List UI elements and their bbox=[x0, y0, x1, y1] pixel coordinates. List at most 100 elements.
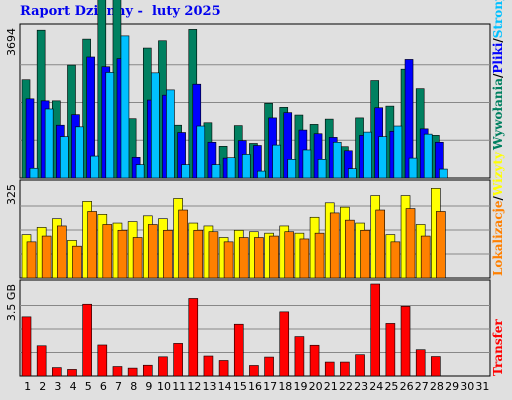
bar-transfer-transfer-day-5 bbox=[82, 303, 92, 377]
x-tick-label-day-1: 1 bbox=[24, 380, 31, 393]
bar-visits-strony-day-26 bbox=[408, 157, 418, 179]
bar-locations-lokalizacje-day-15 bbox=[238, 237, 249, 279]
legend-entry-visits-2: Pliki bbox=[491, 42, 505, 73]
x-tick-label-day-18: 18 bbox=[278, 380, 292, 393]
legend-entry-transfer-0: Transfer bbox=[491, 319, 505, 376]
bar-transfer-transfer-day-25 bbox=[385, 323, 396, 377]
bar-visits-strony-day-2 bbox=[44, 108, 54, 179]
x-tick-label-day-8: 8 bbox=[130, 380, 137, 393]
bar-visits-strony-day-15 bbox=[241, 154, 251, 179]
bar-locations-lokalizacje-day-10 bbox=[163, 229, 173, 279]
bar-visits-strony-day-17 bbox=[272, 144, 281, 179]
bar-transfer-transfer-day-28 bbox=[431, 356, 441, 377]
x-tick-label-day-24: 24 bbox=[369, 380, 383, 393]
y-max-label-visits: 3694 bbox=[5, 28, 18, 56]
bar-locations-lokalizacje-day-12 bbox=[193, 229, 204, 279]
x-tick-label-day-7: 7 bbox=[115, 380, 122, 393]
bar-locations-lokalizacje-day-20 bbox=[314, 232, 325, 279]
x-tick-label-day-11: 11 bbox=[172, 380, 186, 393]
bar-visits-strony-day-19 bbox=[302, 149, 312, 179]
x-tick-label-day-14: 14 bbox=[218, 380, 232, 393]
bar-locations-lokalizacje-day-28 bbox=[436, 211, 446, 279]
legend-entry-locations-1: / bbox=[491, 195, 505, 200]
bar-visits-strony-day-5 bbox=[90, 155, 99, 179]
x-tick-label-day-23: 23 bbox=[354, 380, 368, 393]
x-tick-label-day-2: 2 bbox=[39, 380, 46, 393]
bar-locations-lokalizacje-day-23 bbox=[360, 229, 370, 279]
bar-transfer-transfer-day-11 bbox=[173, 343, 183, 377]
x-tick-label-day-19: 19 bbox=[293, 380, 307, 393]
bar-transfer-transfer-day-13 bbox=[203, 355, 214, 377]
legend-locations: Lokalizacje/Wizyty bbox=[491, 151, 505, 276]
bar-visits-strony-day-27 bbox=[423, 133, 433, 179]
bar-locations-lokalizacje-day-22 bbox=[345, 219, 355, 279]
bar-locations-lokalizacje-day-6 bbox=[102, 224, 113, 279]
bar-transfer-transfer-day-3 bbox=[52, 367, 62, 377]
bar-transfer-transfer-day-12 bbox=[188, 298, 199, 377]
bar-transfer-transfer-day-1 bbox=[21, 316, 32, 377]
x-tick-label-day-26: 26 bbox=[400, 380, 414, 393]
bar-transfer-transfer-day-8 bbox=[127, 367, 138, 377]
bar-visits-strony-day-12 bbox=[196, 125, 206, 179]
x-tick-label-day-3: 3 bbox=[54, 380, 61, 393]
bar-transfer-transfer-day-24 bbox=[370, 283, 381, 377]
bar-locations-lokalizacje-day-18 bbox=[284, 231, 295, 279]
x-tick-label-day-20: 20 bbox=[309, 380, 323, 393]
bar-locations-lokalizacje-day-21 bbox=[329, 212, 340, 279]
bar-visits-strony-day-9 bbox=[150, 72, 160, 179]
x-tick-label-day-30: 30 bbox=[460, 380, 474, 393]
bar-locations-lokalizacje-day-13 bbox=[208, 231, 219, 279]
y-max-label-locations: 325 bbox=[5, 184, 18, 205]
bar-locations-lokalizacje-day-9 bbox=[147, 224, 158, 279]
x-tick-label-day-28: 28 bbox=[430, 380, 444, 393]
bar-visits-strony-day-18 bbox=[287, 159, 297, 179]
bar-visits-strony-day-23 bbox=[363, 131, 372, 179]
y-max-label-transfer: 3.5 GB bbox=[5, 284, 18, 321]
bar-locations-lokalizacje-day-4 bbox=[72, 245, 82, 279]
bar-locations-lokalizacje-day-1 bbox=[26, 241, 37, 279]
bar-transfer-transfer-day-14 bbox=[218, 360, 229, 377]
bar-locations-lokalizacje-day-14 bbox=[223, 241, 234, 279]
bar-visits-strony-day-8 bbox=[135, 164, 145, 179]
legend-visits: Wywołania/Pliki/Strony bbox=[491, 0, 505, 151]
bar-visits-strony-day-10 bbox=[166, 89, 175, 179]
bar-visits-pliki-day-1 bbox=[25, 98, 35, 179]
bar-transfer-transfer-day-17 bbox=[264, 356, 274, 377]
legend-entry-visits-0: Wywołania bbox=[491, 78, 505, 151]
x-tick-label-day-5: 5 bbox=[85, 380, 92, 393]
x-tick-label-day-25: 25 bbox=[384, 380, 398, 393]
bar-visits-strony-day-14 bbox=[226, 157, 236, 179]
legend-entry-visits-3: / bbox=[491, 38, 505, 43]
x-tick-label-day-4: 4 bbox=[70, 380, 77, 393]
bar-transfer-transfer-day-16 bbox=[249, 365, 259, 377]
x-tick-label-day-10: 10 bbox=[157, 380, 171, 393]
bar-transfer-transfer-day-20 bbox=[309, 344, 320, 377]
bar-transfer-transfer-day-4 bbox=[67, 369, 77, 377]
bar-visits-strony-day-16 bbox=[257, 170, 266, 179]
x-tick-label-day-29: 29 bbox=[445, 380, 459, 393]
bar-transfer-transfer-day-15 bbox=[233, 323, 244, 377]
bar-transfer-transfer-day-27 bbox=[415, 349, 426, 377]
x-tick-label-day-22: 22 bbox=[339, 380, 353, 393]
bar-visits-strony-day-28 bbox=[439, 168, 448, 179]
x-tick-label-day-15: 15 bbox=[233, 380, 247, 393]
bar-visits-strony-day-6 bbox=[105, 72, 115, 179]
x-tick-label-day-9: 9 bbox=[145, 380, 152, 393]
bar-transfer-transfer-day-2 bbox=[36, 345, 47, 377]
bar-locations-lokalizacje-day-7 bbox=[117, 229, 128, 279]
bar-transfer-transfer-day-21 bbox=[324, 361, 335, 377]
bar-locations-lokalizacje-day-26 bbox=[405, 208, 416, 279]
bar-transfer-transfer-day-9 bbox=[142, 364, 153, 377]
bar-visits-strony-day-11 bbox=[181, 164, 190, 179]
bar-visits-strony-day-25 bbox=[393, 125, 403, 179]
bar-locations-lokalizacje-day-2 bbox=[41, 235, 52, 279]
bar-transfer-transfer-day-22 bbox=[340, 361, 350, 377]
bar-locations-lokalizacje-day-25 bbox=[390, 241, 401, 279]
bar-transfer-transfer-day-18 bbox=[279, 311, 290, 377]
bar-visits-strony-day-4 bbox=[75, 126, 84, 179]
bar-locations-lokalizacje-day-5 bbox=[87, 211, 97, 279]
bar-locations-lokalizacje-day-19 bbox=[299, 238, 310, 279]
bar-visits-strony-day-20 bbox=[317, 159, 327, 179]
x-tick-label-day-12: 12 bbox=[187, 380, 201, 393]
